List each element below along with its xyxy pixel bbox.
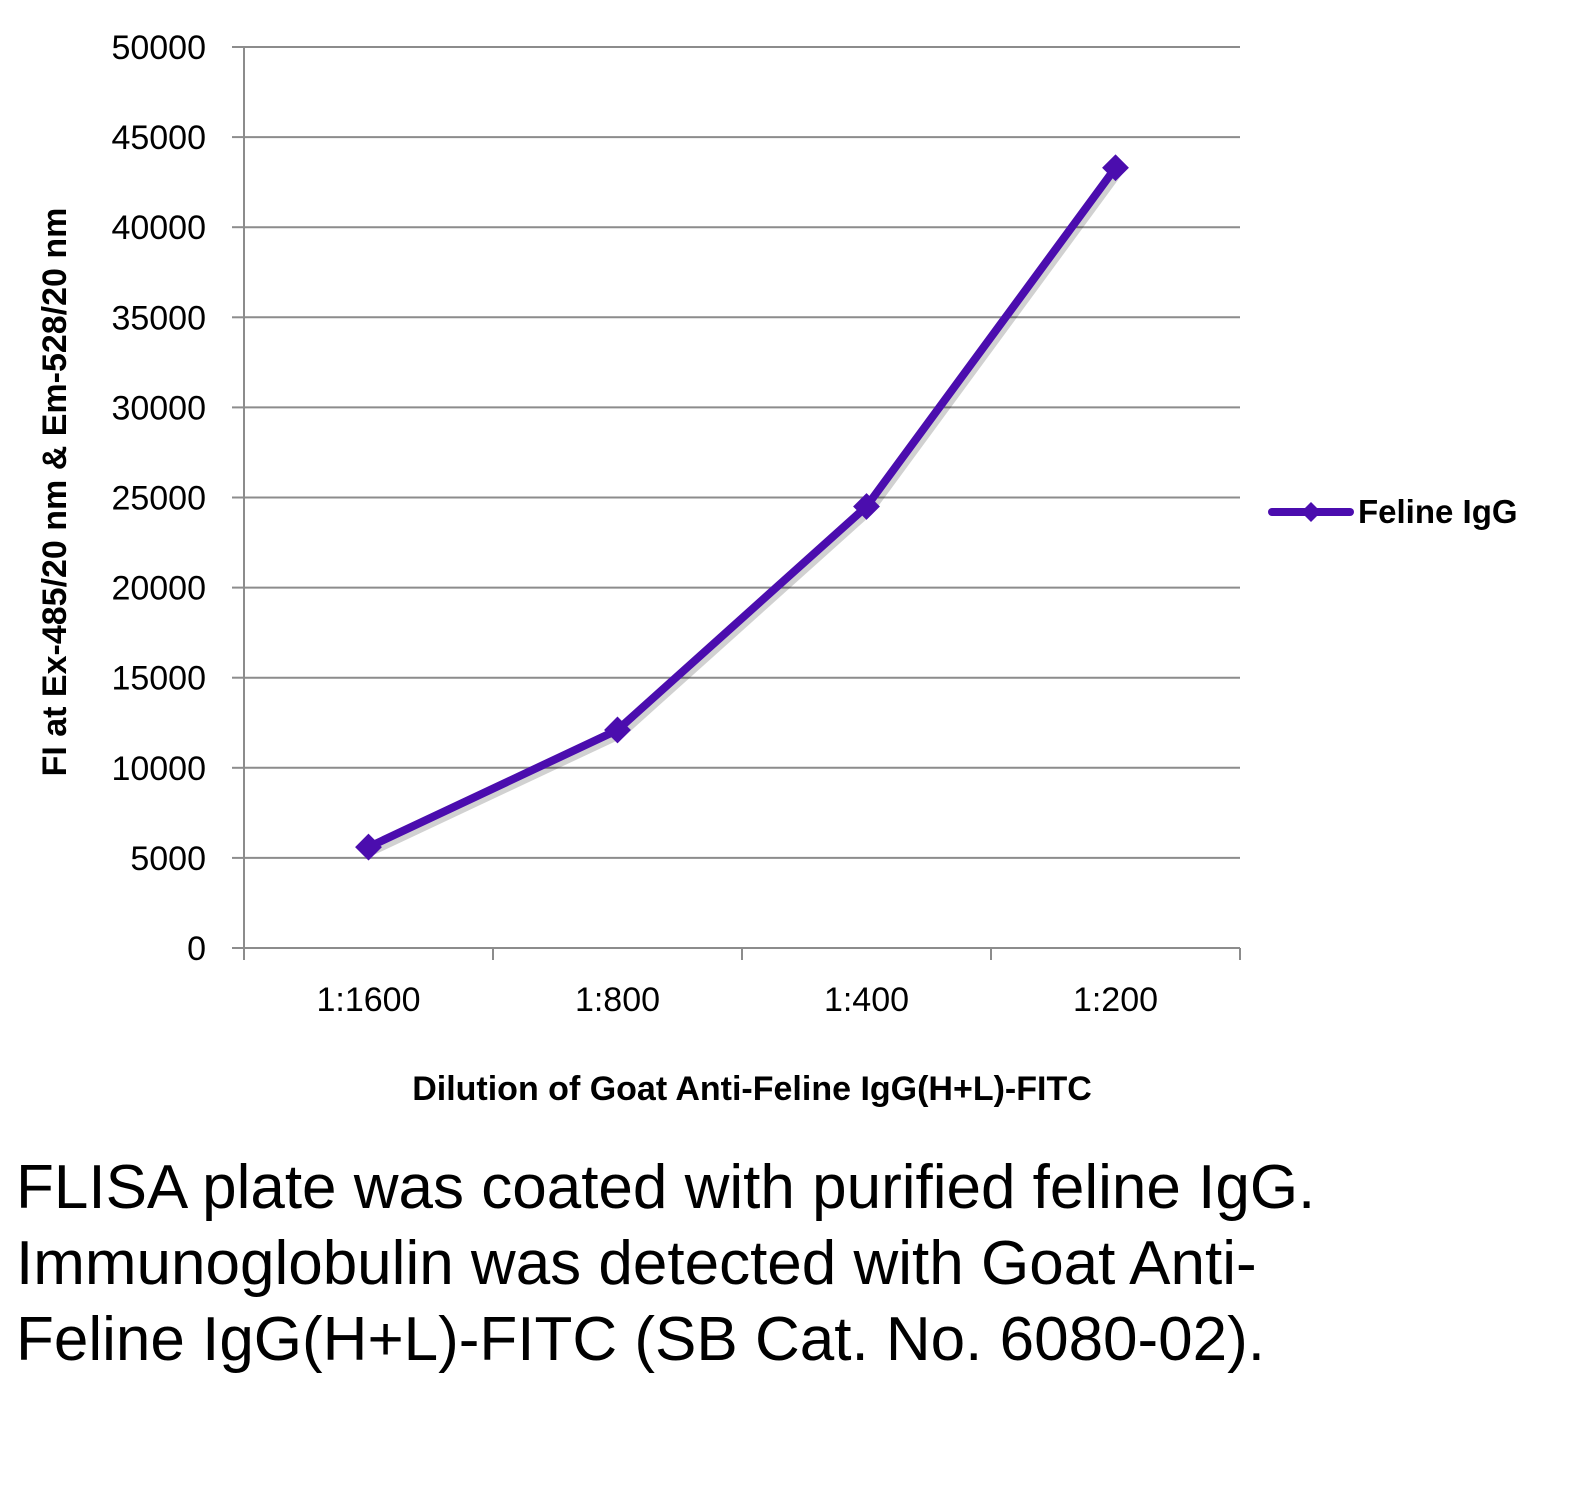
x-tick-label-3: 1:200 (1073, 981, 1158, 1019)
gridlines (232, 46, 1241, 960)
series-line-0 (364, 163, 1120, 852)
data-point-1-800 (604, 716, 631, 744)
y-tick-label-40000: 40000 (111, 209, 206, 247)
series-line-shadow-0 (369, 169, 1123, 856)
legend-label-feline-igg: Feline IgG (1358, 493, 1518, 530)
axes (243, 47, 1240, 960)
x-tick-label-1: 1:800 (575, 981, 660, 1019)
figure-caption: FLISA plate was coated with purified fel… (16, 1153, 1316, 1374)
x-tick-labels: 1:1600 1:800 1:400 1:200 (317, 981, 1159, 1019)
y-tick-label-25000: 25000 (111, 480, 206, 518)
series-feline-igg (355, 154, 1129, 861)
x-axis-title: Dilution of Goat Anti-Feline IgG(H+L)-FI… (412, 1070, 1092, 1108)
y-tick-labels: 0 5000 10000 15000 20000 25000 30000 35000 40000… (111, 29, 206, 968)
y-tick-label-30000: 30000 (111, 389, 206, 427)
data-point-1-400 (853, 493, 880, 520)
y-tick-label-50000: 50000 (111, 29, 206, 67)
x-tick-label-2: 1:400 (824, 981, 909, 1019)
y-tick-label-0: 0 (187, 930, 206, 968)
x-tick-label-0: 1:1600 (317, 981, 421, 1019)
y-tick-label-15000: 15000 (111, 660, 206, 698)
data-point-1-1600 (355, 833, 382, 861)
y-tick-label-20000: 20000 (111, 570, 206, 608)
legend-marker-diamond (1301, 502, 1321, 522)
data-point-1-200 (1102, 154, 1129, 182)
y-tick-label-45000: 45000 (111, 119, 206, 157)
line-chart: 0 5000 10000 15000 20000 25000 30000 35000 40000… (36, 29, 1518, 1108)
y-axis-title: FI at Ex-485/20 nm & Em-528/20 nm (36, 208, 74, 777)
y-tick-label-10000: 10000 (111, 750, 206, 788)
y-tick-label-35000: 35000 (111, 299, 206, 337)
legend: Feline IgG (1268, 493, 1518, 530)
y-tick-label-5000: 5000 (130, 840, 206, 878)
